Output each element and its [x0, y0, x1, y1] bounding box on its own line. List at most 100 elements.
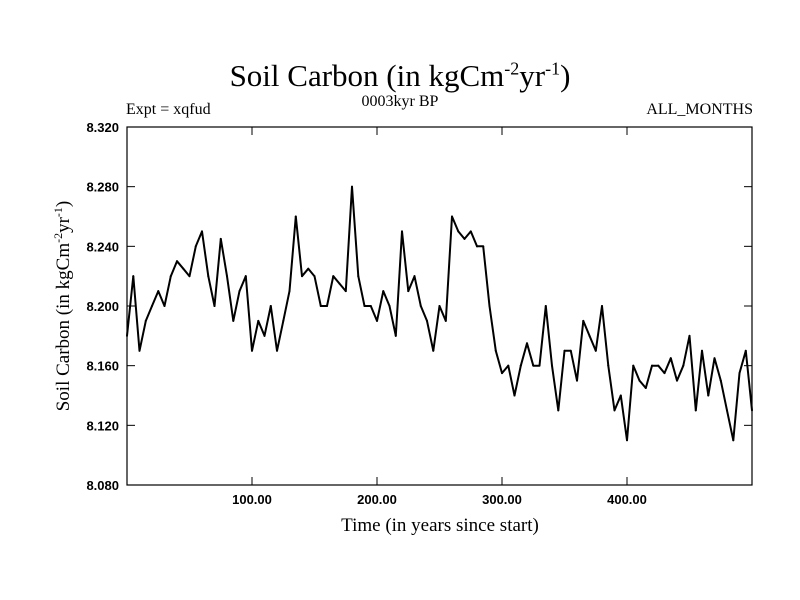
- y-tick-label: 8.200: [86, 299, 119, 314]
- data-point: [444, 319, 447, 322]
- data-point: [188, 275, 191, 278]
- data-point: [169, 275, 172, 278]
- data-point: [663, 372, 666, 375]
- data-point: [682, 364, 685, 367]
- data-point: [669, 357, 672, 360]
- data-point: [588, 334, 591, 337]
- data-point: [738, 372, 741, 375]
- chart-title: Soil Carbon (in kgCm-2yr-1): [229, 58, 571, 93]
- data-point: [657, 364, 660, 367]
- data-point: [463, 237, 466, 240]
- series-points: [126, 185, 753, 442]
- data-point: [732, 439, 735, 442]
- data-point: [413, 275, 416, 278]
- data-point: [494, 349, 497, 352]
- x-tick-label: 200.00: [357, 492, 397, 507]
- data-point: [232, 319, 235, 322]
- y-tick-label: 8.080: [86, 478, 119, 493]
- data-point: [607, 364, 610, 367]
- data-point: [369, 305, 372, 307]
- data-point: [182, 267, 185, 270]
- data-point: [488, 305, 491, 307]
- data-point: [201, 230, 203, 233]
- data-point: [401, 230, 403, 233]
- data-point: [576, 379, 578, 382]
- experiment-label: Expt = xqfud: [126, 101, 211, 118]
- y-axis: 8.080 8.120 8.160 8.200 8.240 8.280 8.320: [86, 120, 752, 493]
- data-point: [419, 305, 422, 307]
- data-point: [626, 439, 628, 442]
- data-point: [619, 394, 622, 397]
- data-point: [282, 319, 285, 322]
- months-label: ALL_MONTHS: [646, 101, 753, 118]
- data-point: [601, 305, 603, 307]
- data-point: [726, 409, 728, 412]
- data-point: [676, 379, 678, 382]
- data-point: [688, 334, 691, 337]
- data-point: [632, 364, 635, 367]
- data-point: [226, 275, 228, 278]
- data-point: [326, 305, 328, 307]
- data-point: [544, 305, 547, 307]
- data-point: [257, 319, 260, 322]
- data-point: [276, 349, 278, 352]
- data-point: [219, 237, 222, 240]
- data-point: [538, 364, 541, 367]
- data-point: [457, 230, 460, 233]
- data-point: [501, 372, 503, 375]
- data-point: [338, 282, 341, 285]
- data-point: [176, 260, 178, 263]
- data-point: [144, 319, 147, 322]
- data-point: [351, 185, 353, 188]
- data-point: [438, 305, 441, 307]
- data-point: [388, 305, 391, 307]
- x-axis-label: Time (in years since start): [341, 515, 539, 536]
- data-point: [613, 409, 616, 412]
- x-tick-label: 400.00: [607, 492, 647, 507]
- data-point: [694, 409, 697, 412]
- y-tick-label: 8.240: [86, 239, 119, 254]
- y-axis-label: Soil Carbon (in kgCm-2yr-1): [51, 201, 74, 412]
- data-point: [563, 349, 566, 352]
- y-tick-label: 8.120: [86, 418, 119, 433]
- data-point: [263, 334, 266, 337]
- data-point: [526, 342, 528, 345]
- data-point: [138, 349, 141, 352]
- period-label: 0003kyr BP: [361, 93, 439, 110]
- data-point: [744, 349, 747, 352]
- data-point: [707, 394, 710, 397]
- data-point: [519, 364, 522, 367]
- data-point: [557, 409, 560, 412]
- data-point: [213, 305, 216, 307]
- data-point: [751, 409, 753, 412]
- y-tick-label: 8.160: [86, 359, 119, 374]
- data-point: [651, 364, 653, 367]
- data-point: [482, 245, 485, 248]
- data-point: [713, 357, 716, 360]
- data-point: [594, 349, 597, 352]
- data-point: [376, 319, 378, 322]
- data-point: [357, 275, 360, 278]
- data-point: [344, 290, 347, 293]
- data-point: [251, 349, 253, 352]
- x-axis: 100.00 200.00 300.00 400.00: [232, 127, 647, 507]
- y-tick-label: 8.280: [86, 180, 119, 195]
- data-point: [288, 290, 291, 293]
- data-point: [301, 275, 303, 278]
- data-point: [363, 305, 366, 307]
- data-point: [382, 290, 385, 293]
- data-point: [513, 394, 516, 397]
- data-point: [507, 364, 510, 367]
- data-point: [244, 275, 247, 278]
- data-point: [476, 245, 478, 248]
- data-point: [313, 275, 316, 278]
- data-point: [207, 275, 210, 278]
- data-point: [238, 290, 241, 293]
- data-point: [407, 290, 410, 293]
- data-point: [332, 275, 335, 278]
- x-tick-label: 100.00: [232, 492, 272, 507]
- data-point: [426, 319, 428, 322]
- series-line: [126, 185, 753, 442]
- data-point: [551, 364, 553, 367]
